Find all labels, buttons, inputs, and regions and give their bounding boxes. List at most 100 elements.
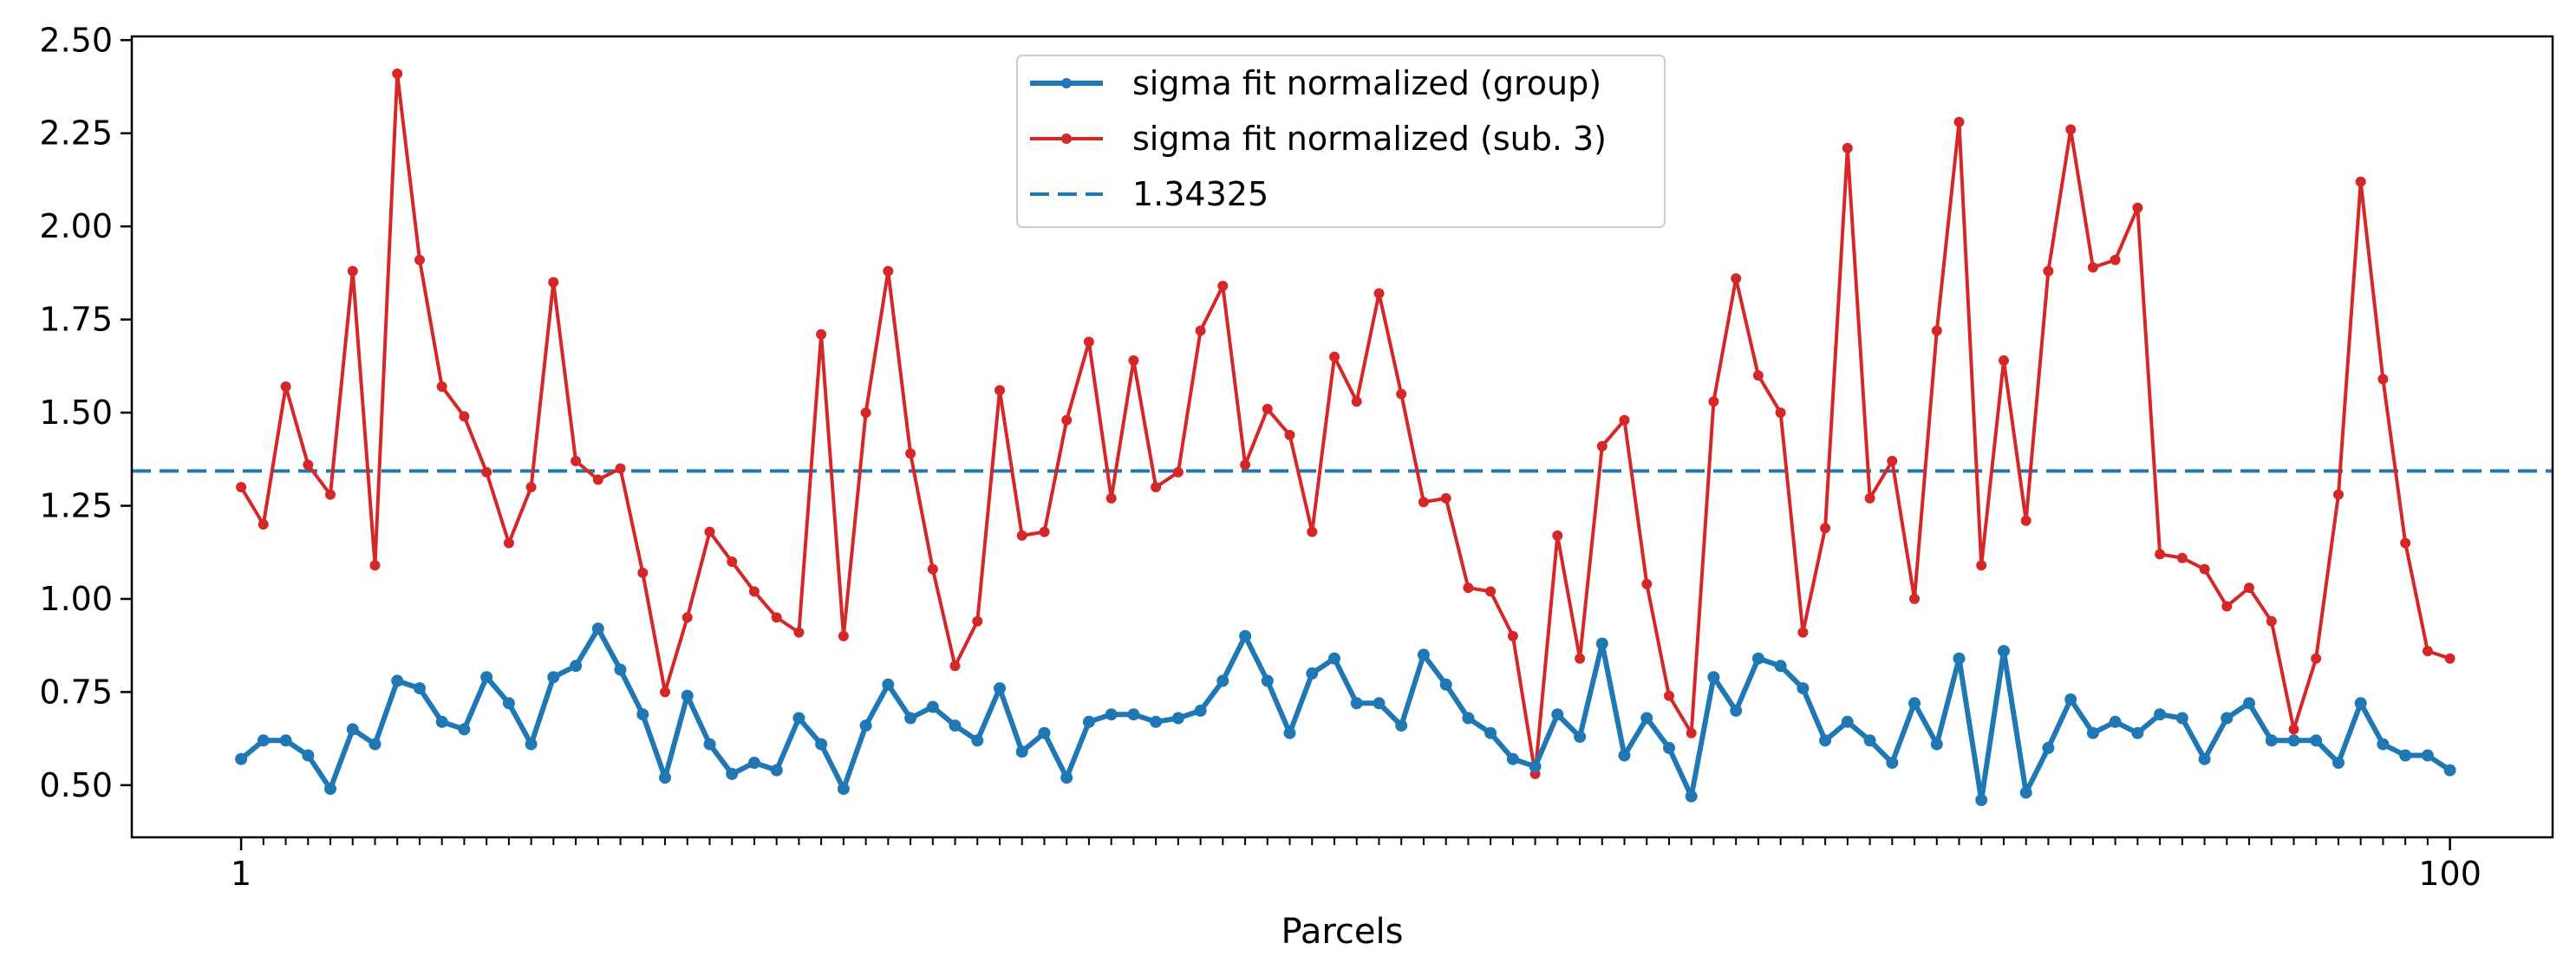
- data-point-group-96: [2354, 697, 2367, 710]
- data-point-group-44: [1194, 704, 1207, 717]
- data-point-group-93: [2287, 734, 2300, 747]
- data-point-sub3-67: [1708, 396, 1719, 407]
- data-point-group-24: [747, 757, 760, 769]
- data-point-group-77: [1930, 738, 1943, 751]
- data-point-sub3-21: [681, 612, 693, 623]
- legend: sigma fit normalized (group) sigma fit n…: [1016, 55, 1666, 228]
- data-point-group-33: [949, 719, 962, 732]
- data-point-group-49: [1306, 667, 1319, 680]
- data-point-group-83: [2064, 693, 2077, 706]
- data-point-sub3-29: [860, 407, 871, 419]
- data-point-group-100: [2443, 764, 2456, 777]
- data-point-group-37: [1038, 726, 1051, 739]
- data-point-group-15: [547, 671, 560, 684]
- data-point-sub3-46: [1240, 459, 1251, 471]
- data-point-sub3-36: [1016, 530, 1027, 541]
- data-point-group-70: [1774, 660, 1787, 673]
- data-point-sub3-80: [1999, 355, 2009, 366]
- data-point-sub3-25: [771, 612, 782, 623]
- data-point-group-72: [1819, 734, 1832, 747]
- y-tick-label-1.25: 1.25: [39, 487, 113, 525]
- data-point-sub3-76: [1909, 593, 1920, 604]
- data-point-group-26: [792, 712, 805, 725]
- data-point-sub3-96: [2355, 176, 2366, 187]
- data-point-group-7: [368, 738, 382, 751]
- data-point-sub3-82: [2043, 265, 2054, 277]
- data-point-sub3-15: [548, 277, 559, 288]
- data-point-sub3-9: [414, 254, 425, 265]
- data-point-sub3-17: [592, 474, 603, 485]
- data-point-sub3-95: [2333, 489, 2344, 500]
- data-point-sub3-16: [571, 455, 582, 466]
- data-point-sub3-38: [1061, 414, 1073, 426]
- x-tick-label-1: 1: [231, 855, 251, 893]
- data-point-sub3-24: [748, 586, 760, 597]
- data-point-sub3-62: [1596, 440, 1608, 452]
- data-point-group-9: [414, 682, 426, 695]
- data-point-group-87: [2154, 708, 2167, 721]
- data-point-group-21: [681, 689, 694, 702]
- data-point-sub3-45: [1217, 280, 1229, 291]
- data-point-sub3-93: [2288, 724, 2299, 735]
- data-point-group-10: [435, 715, 448, 728]
- data-point-sub3-44: [1195, 325, 1206, 336]
- data-point-sub3-52: [1373, 288, 1385, 299]
- data-point-group-29: [859, 719, 872, 732]
- data-point-group-31: [904, 712, 917, 725]
- data-point-sub3-47: [1262, 403, 1273, 414]
- data-point-sub3-30: [883, 265, 894, 277]
- series-line-sub3: [239, 72, 2451, 776]
- data-point-sub3-41: [1128, 355, 1139, 366]
- data-point-sub3-68: [1731, 273, 1742, 284]
- x-tick-label-100: 100: [2418, 855, 2481, 893]
- data-point-group-51: [1350, 697, 1363, 710]
- data-point-sub3-79: [1976, 560, 1987, 571]
- data-point-sub3-65: [1664, 690, 1674, 701]
- data-point-sub3-66: [1686, 727, 1697, 739]
- data-point-sub3-86: [2132, 202, 2143, 213]
- data-point-sub3-23: [727, 556, 738, 567]
- data-point-group-74: [1863, 734, 1876, 747]
- data-point-group-13: [502, 697, 515, 710]
- data-point-group-63: [1618, 749, 1631, 762]
- data-point-group-16: [570, 660, 583, 673]
- data-point-sub3-55: [1440, 492, 1451, 504]
- data-point-group-46: [1239, 629, 1252, 642]
- data-point-group-71: [1797, 682, 1810, 695]
- data-point-group-99: [2421, 749, 2434, 762]
- legend-marker-group: [1061, 78, 1072, 88]
- data-point-group-8: [391, 674, 404, 687]
- data-point-group-5: [324, 783, 336, 796]
- data-point-sub3-91: [2244, 582, 2254, 594]
- legend-label-group: sigma fit normalized (group): [1132, 64, 1601, 102]
- y-tick-label-2.00: 2.00: [39, 207, 113, 245]
- data-point-group-84: [2086, 726, 2099, 739]
- data-point-group-23: [726, 767, 739, 780]
- data-point-sub3-48: [1284, 429, 1295, 440]
- data-point-sub3-70: [1775, 407, 1786, 419]
- y-tick-label-2.50: 2.50: [39, 21, 113, 59]
- data-point-group-66: [1685, 790, 1698, 803]
- data-point-sub3-99: [2422, 646, 2433, 657]
- data-point-group-43: [1171, 712, 1184, 725]
- data-point-group-91: [2243, 697, 2255, 710]
- data-point-group-79: [1975, 794, 1988, 806]
- data-point-group-47: [1261, 674, 1274, 687]
- data-point-sub3-3: [280, 381, 291, 392]
- data-point-sub3-57: [1485, 586, 1497, 597]
- data-point-sub3-90: [2221, 601, 2233, 612]
- data-point-group-95: [2332, 757, 2344, 769]
- data-point-sub3-1: [236, 482, 247, 492]
- data-point-sub3-71: [1797, 627, 1809, 638]
- data-point-group-28: [837, 783, 850, 796]
- data-point-sub3-18: [615, 463, 626, 474]
- data-point-group-92: [2265, 734, 2278, 747]
- data-point-sub3-56: [1463, 582, 1474, 594]
- data-point-group-45: [1216, 674, 1229, 687]
- data-point-sub3-39: [1083, 336, 1094, 348]
- data-point-sub3-26: [793, 627, 805, 638]
- y-tick-label-0.50: 0.50: [39, 766, 113, 804]
- data-point-sub3-77: [1931, 325, 1942, 336]
- data-point-group-76: [1908, 697, 1921, 710]
